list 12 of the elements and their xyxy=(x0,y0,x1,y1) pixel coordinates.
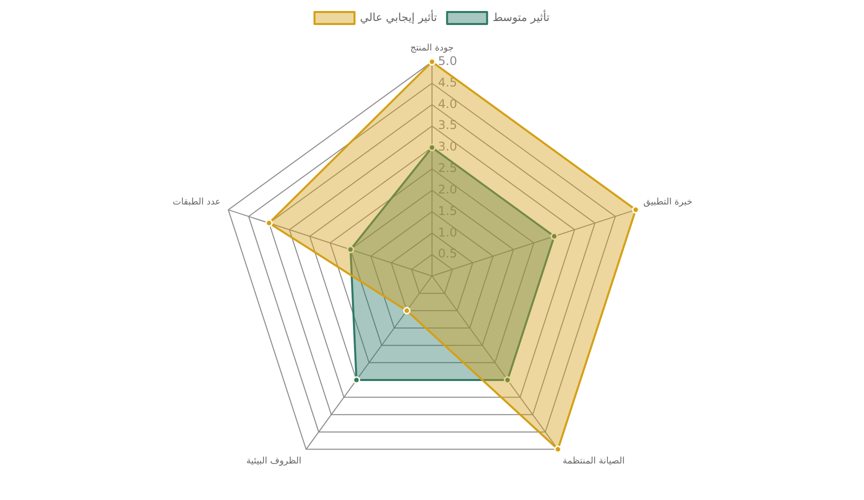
spoke-label: الظروف البيئية xyxy=(246,456,302,467)
y-tick-label: 4.0 xyxy=(438,96,458,111)
y-tick-label: 3.0 xyxy=(438,140,458,154)
legend-label: تأثير متوسط xyxy=(492,8,550,24)
legend-label: تأثير إيجابي عالي xyxy=(360,8,438,24)
y-tick-label: 5.0 xyxy=(438,54,458,68)
spoke-label: جودة المنتج xyxy=(410,44,454,54)
spoke-label: خبرة التطبيق xyxy=(643,197,692,208)
y-tick-label: 3.5 xyxy=(438,118,458,132)
spoke-label: عدد الطبقات xyxy=(172,197,221,208)
spoke-label: الصيانة المنتظمة xyxy=(562,456,625,467)
y-tick-label: 4.5 xyxy=(438,75,458,90)
